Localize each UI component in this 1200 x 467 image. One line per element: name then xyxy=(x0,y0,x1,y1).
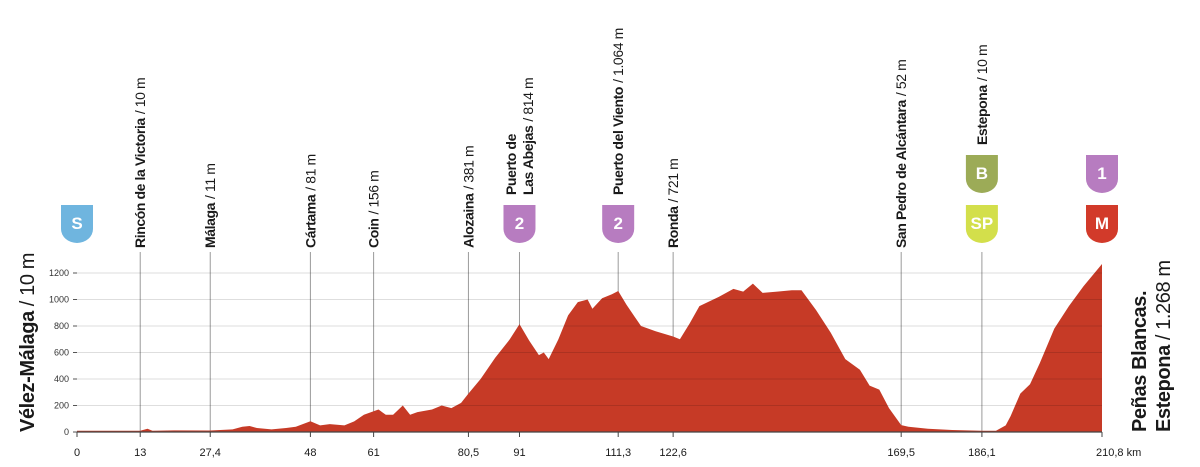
waypoint-label-part: / 721 m xyxy=(665,159,681,203)
waypoint-label-part: / 1.064 m xyxy=(610,28,626,83)
waypoint-label: Málaga / 11 m xyxy=(202,163,218,248)
x-tick-label: 61 xyxy=(367,447,379,459)
x-tick-label: 13 xyxy=(134,447,146,459)
finish-label: Estepona / 1.268 m xyxy=(1153,260,1175,432)
start-label-part: / 10 m xyxy=(17,253,39,306)
waypoint-label-part: / 814 m xyxy=(520,78,536,122)
waypoint-label: Puerto de xyxy=(503,133,519,195)
badge-text: B xyxy=(976,164,988,183)
badge: 1 xyxy=(1086,155,1118,193)
waypoint-label-part: / 81 m xyxy=(302,154,318,191)
waypoint-label: Coin / 156 m xyxy=(366,171,382,248)
badge: M xyxy=(1086,205,1118,243)
x-tick-label: 48 xyxy=(304,447,316,459)
x-tick-label: 91 xyxy=(513,447,525,459)
waypoint-label-part: / 52 m xyxy=(893,60,909,97)
y-tick-label: 400 xyxy=(54,374,69,384)
waypoint-label-part: / 156 m xyxy=(366,171,382,215)
x-tick-label: 169,5 xyxy=(887,447,915,459)
finish-label-part: / 1.268 m xyxy=(1153,260,1175,340)
waypoint-label-part: Coin xyxy=(366,218,382,248)
badge-shape xyxy=(965,205,998,243)
waypoint-label-part: / 11 m xyxy=(202,163,218,198)
waypoint-label: Ronda / 721 m xyxy=(665,159,681,248)
waypoint-label: Las Abejas / 814 m xyxy=(520,78,536,195)
badge-shape xyxy=(602,205,635,243)
badge-shape xyxy=(965,155,998,194)
badge-text: M xyxy=(1095,214,1109,233)
badge-text: SP xyxy=(971,214,994,233)
start-label-part: Vélez-Málaga xyxy=(17,310,39,432)
waypoint-label-part: / 381 m xyxy=(460,146,476,190)
badge-text: S xyxy=(71,214,82,233)
waypoint-label-part: Estepona xyxy=(974,85,990,145)
y-tick-label: 1000 xyxy=(49,295,69,305)
waypoint-label-part: Puerto de xyxy=(503,133,519,195)
waypoint-label: Alozaina / 381 m xyxy=(460,146,476,248)
y-tick-label: 1200 xyxy=(49,268,69,278)
x-tick-label: 80,5 xyxy=(458,447,479,459)
badge: S xyxy=(61,205,93,243)
finish-label: Peñas Blancas. xyxy=(1129,291,1151,432)
badge-shape xyxy=(503,205,536,243)
x-tick-label: 111,3 xyxy=(605,447,631,459)
badge-shape xyxy=(61,205,93,243)
badge: 2 xyxy=(602,205,635,243)
badge-text: 2 xyxy=(613,214,622,233)
badge-text: 1 xyxy=(1097,164,1106,183)
waypoint-label: Rincón de la Victoria / 10 m xyxy=(132,78,148,248)
waypoint-label-part: Puerto del Viento xyxy=(610,87,626,195)
y-tick-label: 0 xyxy=(64,427,69,437)
waypoint-label: Estepona / 10 m xyxy=(974,45,990,145)
waypoint-label-part: / 10 m xyxy=(132,78,148,115)
y-tick-label: 600 xyxy=(54,348,69,358)
waypoint-label-part: Málaga xyxy=(202,202,218,248)
waypoint-label-part: Rincón de la Victoria xyxy=(132,118,148,248)
start-label: Vélez-Málaga / 10 m xyxy=(17,253,39,432)
badge-shape xyxy=(1086,205,1118,243)
finish-label-part: Estepona xyxy=(1153,344,1175,432)
waypoint-label: Cártama / 81 m xyxy=(302,154,318,248)
x-tick-label: 0 xyxy=(74,447,80,459)
x-tick-label: 122,6 xyxy=(659,447,687,459)
waypoint-label: Puerto del Viento / 1.064 m xyxy=(610,28,626,195)
elevation-area xyxy=(77,264,1102,432)
badge-shape xyxy=(1086,155,1118,193)
x-tick-label: 27,4 xyxy=(200,447,221,459)
y-tick-label: 800 xyxy=(54,321,69,331)
badge: 2 xyxy=(503,205,536,243)
badge-text: 2 xyxy=(515,214,524,233)
badge: SP xyxy=(965,205,998,243)
waypoint-label-part: San Pedro de Alcántara xyxy=(893,100,909,248)
finish-label-part: Peñas Blancas. xyxy=(1129,291,1151,432)
waypoint-label-part: Cártama xyxy=(302,194,318,248)
waypoint-label-part: Las Abejas xyxy=(520,125,536,195)
waypoint-label-part: Alozaina xyxy=(460,193,476,248)
waypoint-label-part: / 10 m xyxy=(974,45,990,82)
badge: B xyxy=(965,155,998,194)
y-tick-label: 200 xyxy=(54,401,69,411)
waypoint-label-part: Ronda xyxy=(665,206,681,248)
x-tick-label: 186,1 xyxy=(968,447,996,459)
waypoint-label: San Pedro de Alcántara / 52 m xyxy=(893,60,909,248)
x-tick-label: 210,8 km xyxy=(1096,447,1141,459)
